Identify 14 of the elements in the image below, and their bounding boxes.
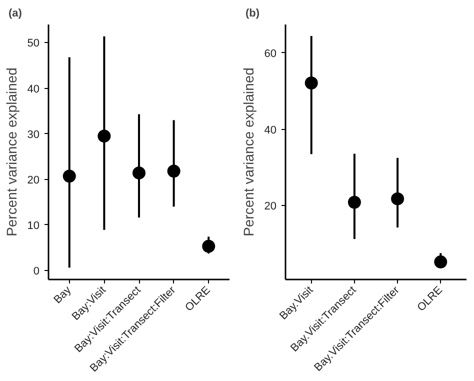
x-tick-label: Bay xyxy=(52,284,74,306)
chart-title: (b) xyxy=(246,8,260,20)
y-tick-label: 0 xyxy=(33,265,40,278)
y-tick-label: 20 xyxy=(264,200,277,213)
y-tick-label: 60 xyxy=(264,48,277,60)
y-tick-label: 40 xyxy=(264,124,277,136)
y-tick-label: 10 xyxy=(27,220,40,232)
y-tick-label: 20 xyxy=(27,174,40,186)
y-axis-title: Percent variance explained xyxy=(3,68,20,236)
y-tick-label: 30 xyxy=(27,128,40,141)
y-tick-label: 40 xyxy=(27,83,40,96)
y-axis-title: Percent variance explained xyxy=(240,68,256,236)
y-tick-label: 50 xyxy=(27,38,40,50)
chart-title: (a) xyxy=(8,8,22,20)
